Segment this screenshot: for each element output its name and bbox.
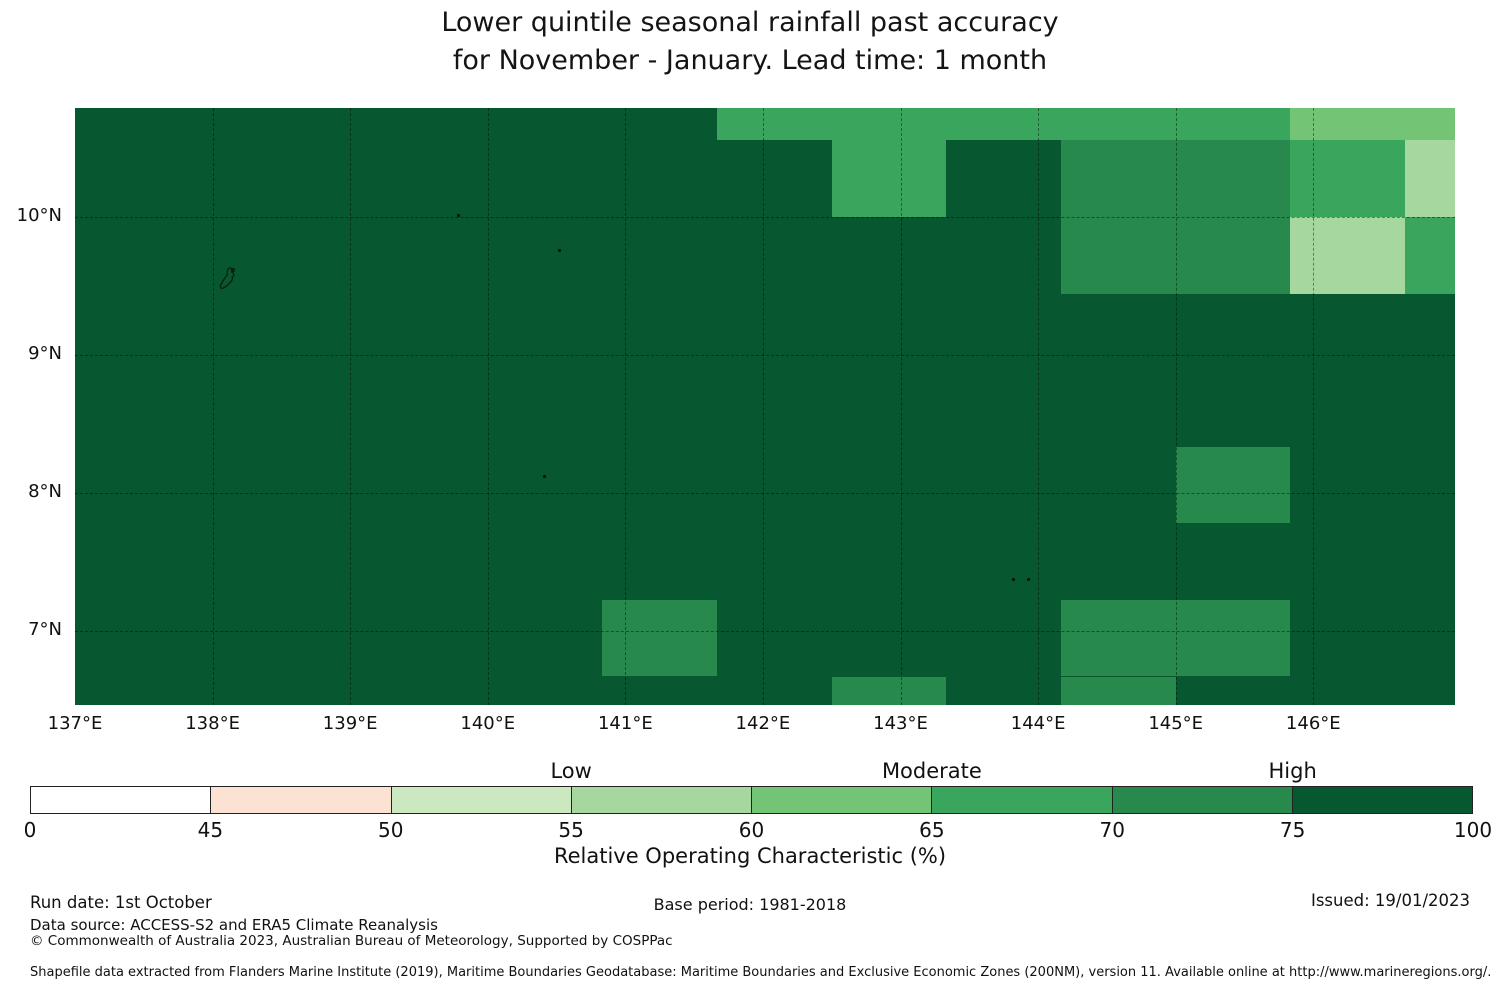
map-cell-65-70	[1290, 140, 1405, 217]
x-axis-tick-label: 146°E	[1285, 713, 1341, 734]
x-axis-tick-label: 142°E	[735, 713, 791, 734]
graticule-lon-line	[1038, 108, 1040, 705]
colorbar-tick-label: 100	[1453, 818, 1493, 842]
x-axis-tick-label: 137°E	[47, 713, 103, 734]
colorbar-tick-label: 65	[919, 818, 945, 842]
island-dot	[542, 474, 546, 478]
map-cell-65-70	[946, 108, 1062, 141]
colorbar-header-low: Low	[550, 759, 592, 783]
colorbar-tick-label: 70	[1099, 818, 1125, 842]
graticule-lon-line	[1313, 108, 1315, 705]
graticule-lon-line	[350, 108, 352, 705]
graticule-lon-line	[762, 108, 764, 705]
map-cell-70-75	[602, 599, 718, 677]
map-cell-65-70	[1061, 108, 1176, 141]
colorbar-header-moderate: Moderate	[881, 759, 982, 783]
map-cell-70-75	[1175, 446, 1291, 524]
colorbar-segment-75-100	[1292, 787, 1472, 813]
island-dot	[557, 248, 561, 252]
x-axis-tick-label: 143°E	[873, 713, 928, 734]
colorbar-tick-label: 0	[23, 818, 37, 842]
graticule-lat-line	[75, 630, 1455, 632]
run-date-text: Run date: 1st October	[30, 893, 212, 912]
map-cell-70-75	[1175, 216, 1291, 294]
map-cell-55-60	[1405, 140, 1455, 217]
island-dot	[457, 214, 461, 218]
colorbar-tick-label: 50	[378, 818, 404, 842]
chart-title-line1: Lower quintile seasonal rainfall past ac…	[441, 7, 1059, 38]
colorbar-segment-50-55	[391, 787, 572, 813]
graticule-lon-line	[900, 108, 902, 705]
map-plot	[75, 108, 1455, 705]
colorbar-segment-55-60	[571, 787, 752, 813]
data-source-text: Data source: ACCESS-S2 and ERA5 Climate …	[30, 916, 438, 934]
colorbar-tick-label: 45	[197, 818, 224, 842]
colorbar-tick-label: 75	[1279, 818, 1306, 842]
map-cell-65-70	[831, 140, 947, 217]
issued-date-text: Issued: 19/01/2023	[1310, 891, 1470, 910]
map-cell-65-70	[1175, 108, 1291, 141]
map-cell-70-75	[1061, 216, 1176, 294]
map-cell-70-75	[1061, 676, 1176, 705]
graticule-lon-line	[1175, 108, 1177, 705]
y-axis-tick-label: 9°N	[28, 342, 62, 364]
island-dot	[1011, 578, 1015, 582]
colorbar-segment-45-50	[211, 787, 392, 813]
colorbar-segment-60-65	[752, 787, 933, 813]
graticule-lat-line	[75, 216, 1455, 218]
x-axis-tick-label: 138°E	[185, 713, 240, 734]
island-outline	[216, 265, 242, 303]
graticule-lat-line	[75, 492, 1455, 494]
map-cell-55-60	[1290, 216, 1405, 294]
shapefile-note-text: Shapefile data extracted from Flanders M…	[30, 965, 1492, 980]
colorbar-tick-label: 60	[738, 818, 765, 842]
x-axis-tick-label: 139°E	[322, 713, 378, 734]
x-axis-tick-label: 141°E	[597, 713, 653, 734]
island-dot	[1026, 578, 1030, 582]
chart-title: Lower quintile seasonal rainfall past ac…	[0, 4, 1500, 80]
map-cell-65-70	[1405, 216, 1455, 294]
y-axis-tick-label: 7°N	[28, 618, 62, 640]
colorbar-segment-70-75	[1112, 787, 1293, 813]
map-cell-70-75	[831, 676, 947, 705]
chart-title-line2: for November - January. Lead time: 1 mon…	[452, 45, 1048, 76]
copyright-text: © Commonwealth of Australia 2023, Austra…	[30, 933, 673, 949]
x-axis-tick-label: 144°E	[1010, 713, 1066, 734]
map-cell-70-75	[1061, 599, 1176, 677]
colorbar-header-high: High	[1268, 759, 1317, 783]
map-cell-60-65	[1290, 108, 1405, 141]
map-cell-65-70	[717, 108, 832, 141]
colorbar-segment-65-70	[932, 787, 1113, 813]
graticule-lon-line	[212, 108, 214, 705]
y-axis-tick-label: 10°N	[16, 204, 62, 226]
map-cell-60-65	[1405, 108, 1455, 141]
base-period-text: Base period: 1981-2018	[653, 895, 847, 914]
graticule-lon-line	[487, 108, 489, 705]
colorbar-segment-0-45	[31, 787, 212, 813]
graticule-lat-line	[75, 354, 1455, 356]
y-axis-tick-label: 8°N	[28, 480, 62, 502]
colorbar	[30, 786, 1473, 814]
map-cell-70-75	[1175, 140, 1291, 217]
map-cell-70-75	[1175, 599, 1291, 677]
colorbar-tick-label: 55	[558, 818, 584, 842]
x-axis-tick-label: 140°E	[460, 713, 516, 734]
map-cell-70-75	[1061, 140, 1176, 217]
x-axis-tick-label: 145°E	[1148, 713, 1204, 734]
colorbar-axis-label: Relative Operating Characteristic (%)	[553, 844, 947, 868]
map-cell-65-70	[831, 108, 947, 141]
graticule-lon-line	[625, 108, 627, 705]
